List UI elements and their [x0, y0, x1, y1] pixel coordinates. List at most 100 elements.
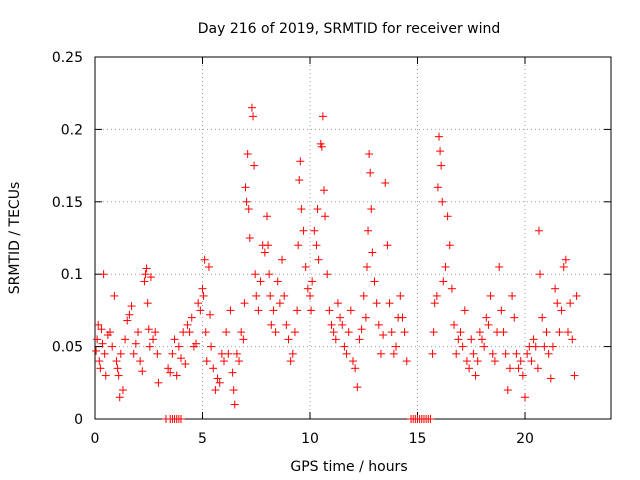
data-point	[251, 270, 260, 279]
data-point	[94, 320, 103, 329]
data-point	[460, 306, 469, 315]
data-point	[134, 328, 142, 337]
data-point	[177, 415, 185, 423]
data-point	[267, 320, 276, 329]
data-point	[536, 270, 545, 279]
data-point	[527, 357, 536, 366]
data-point	[568, 335, 577, 344]
data-point	[201, 328, 210, 337]
data-point	[510, 313, 519, 322]
data-point	[462, 357, 471, 366]
data-point	[114, 371, 123, 380]
data-point	[312, 241, 321, 250]
grid	[95, 57, 611, 419]
plot-area-frame	[94, 56, 612, 420]
data-point	[301, 262, 310, 271]
data-point	[142, 264, 151, 273]
data-point	[295, 176, 304, 185]
data-point	[108, 342, 117, 351]
data-point	[263, 212, 271, 221]
data-point	[127, 302, 136, 311]
data-point	[445, 241, 454, 250]
data-point	[572, 291, 581, 300]
data-point	[402, 357, 411, 366]
data-point	[269, 306, 278, 315]
y-tick-label: 0.15	[52, 195, 83, 211]
data-point	[209, 364, 218, 373]
data-point	[467, 335, 476, 344]
data-point	[265, 270, 274, 279]
data-point	[123, 316, 132, 325]
data-point	[187, 313, 196, 322]
data-point	[443, 212, 452, 221]
data-point	[260, 248, 269, 257]
data-point	[290, 328, 299, 337]
data-point	[115, 393, 124, 402]
data-point	[222, 328, 231, 337]
data-point	[349, 357, 357, 366]
data-point	[306, 291, 314, 300]
data-point	[374, 320, 383, 329]
data-point	[433, 183, 442, 192]
data-point	[118, 386, 127, 395]
data-point	[516, 357, 525, 366]
data-point	[228, 368, 237, 377]
data-point	[327, 320, 336, 329]
data-point	[92, 346, 101, 355]
data-point	[317, 142, 326, 151]
data-point	[355, 335, 364, 344]
data-point	[329, 328, 338, 337]
data-point	[368, 248, 377, 257]
data-point	[207, 342, 216, 351]
data-point	[303, 284, 312, 293]
data-point	[202, 357, 211, 366]
data-point	[321, 212, 330, 221]
data-point	[235, 357, 244, 366]
data-point	[514, 364, 523, 373]
data-point	[199, 291, 208, 300]
data-point	[297, 205, 306, 214]
data-point	[110, 291, 119, 300]
data-point	[429, 328, 438, 337]
axis-ticks: 0 0.05 0.1 0.15 0.2 0.25 0 5 10 15 20	[52, 50, 611, 447]
data-point	[101, 371, 110, 380]
data-point	[153, 349, 162, 358]
data-point	[570, 371, 579, 380]
chart-title: Day 216 of 2019, SRMTID for receiver win…	[198, 21, 501, 37]
data-point	[553, 299, 562, 308]
data-point	[93, 335, 102, 344]
data-point	[136, 357, 145, 366]
data-point	[294, 241, 303, 250]
data-point	[441, 262, 450, 271]
data-point	[564, 328, 572, 337]
data-point	[471, 371, 480, 380]
data-point	[211, 386, 220, 395]
data-point	[566, 299, 575, 308]
data-point	[484, 320, 493, 329]
data-point	[239, 335, 248, 344]
data-point	[438, 197, 447, 206]
data-point	[229, 386, 238, 395]
data-point	[475, 328, 484, 337]
data-point	[480, 342, 489, 351]
data-point	[557, 306, 566, 315]
y-tick-label: 0.1	[61, 267, 83, 283]
data-point	[439, 277, 448, 286]
data-point	[426, 415, 435, 423]
data-point	[200, 255, 209, 264]
data-point	[454, 335, 463, 344]
data-point	[121, 335, 130, 344]
data-point	[381, 178, 390, 187]
data-point	[325, 306, 334, 315]
data-point	[177, 354, 185, 363]
data-point	[342, 349, 351, 358]
data-point	[323, 270, 332, 279]
data-point	[125, 310, 134, 319]
data-point	[499, 328, 508, 337]
data-point	[465, 364, 474, 373]
data-point	[144, 325, 153, 334]
data-point	[518, 371, 527, 380]
data-point	[280, 291, 289, 300]
data-point	[559, 262, 568, 271]
data-point	[497, 306, 506, 315]
